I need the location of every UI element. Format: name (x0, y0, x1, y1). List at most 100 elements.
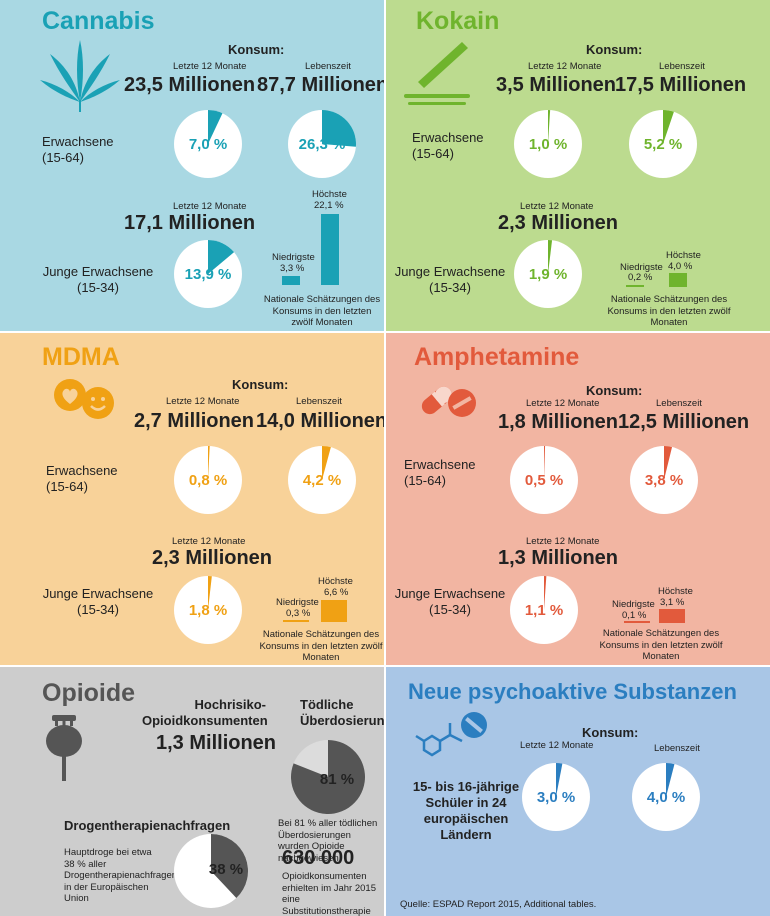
hr-value: 1,3 Millionen (156, 732, 277, 754)
young-12m-caption: Letzte 12 Monate (172, 536, 246, 547)
young-12m-value: 17,1 Millionen (124, 212, 256, 234)
national-note: Nationale Schätzungen des Konsums in den… (607, 294, 731, 328)
mdma-adult-life-pie (288, 446, 356, 514)
amph-young-12m-pie (510, 576, 578, 644)
high-value: 6,6 % (324, 587, 349, 598)
cannabis-adult-12m-pct: 7,0 % (188, 136, 228, 153)
national-note: Nationale Schätzungen des Konsums in den… (263, 294, 381, 328)
kokain-young-12m-pct: 1,9 % (528, 266, 568, 283)
pie-slice (664, 446, 673, 480)
kokain-title: Kokain (416, 7, 500, 35)
adult-group-label: Erwachsene (15-64) (404, 457, 476, 488)
poppy-icon (46, 715, 82, 781)
nps-group-label: 15- bis 16-jährige Schüler in 24 europäi… (412, 779, 520, 842)
opioide-title: Opioide (42, 679, 136, 707)
cannabis-adult-12m-pie (174, 110, 242, 178)
high-bar (321, 600, 347, 622)
amph-adult-life-pct: 3,8 % (644, 472, 684, 489)
substitution-value: 630 000 (282, 847, 355, 869)
adult-12m-caption: Letzte 12 Monate (166, 396, 240, 407)
pie-slice (544, 576, 547, 610)
pie-slice (544, 446, 546, 480)
high-value: 4,0 % (668, 261, 693, 272)
adult-life-value: 17,5 Millionen (615, 74, 747, 96)
konsum-label: Konsum: (232, 377, 289, 392)
nps-12m-pie (522, 763, 590, 831)
young-group-label: Junge Erwachsene (15-34) (42, 586, 154, 617)
pie-slice (666, 763, 675, 797)
cannabis-adult-life-pct: 26,3 % (298, 136, 346, 153)
nps-12m-pct: 3,0 % (536, 789, 576, 806)
cannabis-young-12m-pct: 13,9 % (184, 266, 232, 283)
pie-slice (208, 240, 235, 274)
adult-12m-value: 3,5 Millionen (496, 74, 617, 96)
high-value: 3,1 % (660, 597, 685, 608)
substitution-note: Opioidkonsumenten erhielten im Jahr 2015… (282, 871, 376, 916)
kokain-adult-12m-pie (514, 110, 582, 178)
source-note: Quelle: ESPAD Report 2015, Additional ta… (400, 899, 597, 910)
young-group-label: Junge Erwachsene (15-34) (394, 264, 506, 295)
high-label: Höchste (658, 586, 693, 597)
low-bar (283, 620, 309, 622)
high-label: Höchste (318, 576, 353, 587)
low-label: Niedrigste (272, 252, 315, 263)
amph-adult-12m-pct: 0,5 % (524, 472, 564, 489)
young-12m-value: 2,3 Millionen (498, 212, 619, 234)
high-bar (321, 214, 339, 285)
low-value: 0,1 % (622, 610, 647, 621)
overdose-pct: 81 % (319, 771, 355, 788)
cannabis-title: Cannabis (42, 7, 155, 35)
pie-slice (322, 110, 356, 147)
pie-slice (208, 446, 210, 480)
pie-slice (322, 446, 331, 480)
amph-adult-life-pie (630, 446, 698, 514)
therapy-label: Drogentherapienachfragen (64, 818, 231, 833)
pills-capsule-icon (421, 386, 476, 417)
low-label: Niedrigste (620, 262, 663, 273)
low-label: Niedrigste (612, 599, 655, 610)
nps-life-caption: Lebenszeit (654, 743, 700, 754)
young-12m-caption: Letzte 12 Monate (520, 201, 594, 212)
mdma-young-12m-pct: 1,8 % (188, 602, 228, 619)
adult-group-label: Erwachsene (15-64) (46, 463, 118, 494)
young-group-label: Junge Erwachsene (15-34) (394, 586, 506, 617)
low-bar (624, 621, 650, 623)
nps-12m-caption: Letzte 12 Monate (520, 740, 594, 751)
low-label: Niedrigste (276, 597, 319, 608)
young-12m-value: 2,3 Millionen (152, 547, 273, 569)
young-12m-value: 1,3 Millionen (498, 547, 619, 569)
high-value: 22,1 % (314, 200, 344, 211)
amphetamine-panel: Amphetamine Konsum: Letzte 12 Monate Leb… (386, 333, 770, 665)
hr-label: Hochrisiko-Opioidkonsumenten (142, 697, 268, 728)
high-bar (659, 609, 685, 623)
adult-12m-value: 23,5 Millionen (124, 74, 256, 96)
amph-adult-12m-pie (510, 446, 578, 514)
mdma-panel: MDMA Konsum: Letzte 12 Monate Lebenszeit… (0, 333, 384, 665)
overdose-pie (291, 740, 365, 814)
therapy-note: Hauptdroge bei etwa 38 % aller Drogenthe… (64, 847, 178, 904)
cannabis-young-12m-pie (174, 240, 242, 308)
molecule-pill-icon (415, 712, 487, 757)
adult-life-caption: Lebenszeit (296, 396, 342, 407)
cannabis-adult-life-pie (288, 110, 356, 178)
mdma-adult-12m-pct: 0,8 % (188, 472, 228, 489)
pie-slice (663, 110, 674, 144)
konsum-label: Konsum: (586, 383, 643, 398)
low-bar (282, 276, 300, 285)
low-value: 0,2 % (628, 272, 653, 283)
mdma-title: MDMA (42, 343, 120, 371)
konsum-label: Konsum: (582, 725, 639, 740)
nps-title: Neue psychoaktive Substanzen (408, 679, 737, 704)
pie-slice (556, 763, 563, 797)
kokain-young-12m-pie (514, 240, 582, 308)
konsum-label: Konsum: (228, 42, 285, 57)
amph-young-12m-pct: 1,1 % (524, 602, 564, 619)
amphetamine-title: Amphetamine (414, 343, 580, 371)
young-12m-caption: Letzte 12 Monate (526, 536, 600, 547)
mdma-young-12m-pie (174, 576, 242, 644)
smiley-heart-pills-icon (54, 379, 114, 419)
nps-life-pie (632, 763, 700, 831)
low-bar (626, 285, 644, 287)
nps-life-pct: 4,0 % (646, 789, 686, 806)
mdma-adult-life-pct: 4,2 % (302, 472, 342, 489)
